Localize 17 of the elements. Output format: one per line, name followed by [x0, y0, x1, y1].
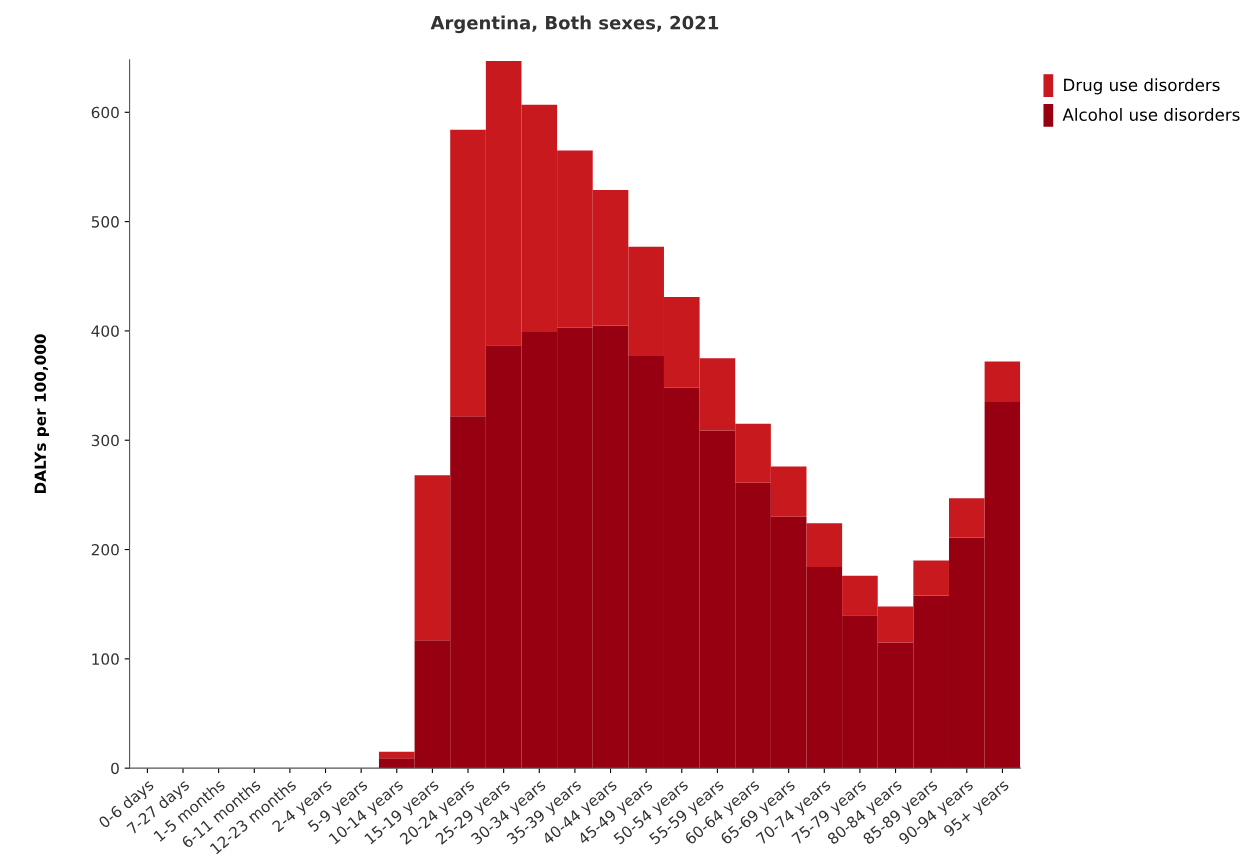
y-tick-label: 200 [91, 544, 119, 556]
bar [378, 751, 415, 759]
y-tick-label: 400 [91, 325, 119, 337]
bar [984, 361, 1021, 402]
chart-title: Argentina, Both sexes, 2021 [430, 15, 719, 34]
y-tick-label: 0 [111, 762, 119, 775]
y-axis-title: DALYs per 100,000 [34, 334, 50, 494]
legend-label: Alcohol use disorders [1062, 108, 1240, 121]
y-tick-label: 600 [91, 106, 119, 119]
y-tick-label: 300 [91, 434, 119, 447]
bar [806, 523, 843, 568]
legend-label: Drug use disorders [1064, 78, 1220, 95]
bar [948, 498, 985, 538]
bar [913, 560, 949, 596]
y-tick-label: 500 [91, 216, 119, 228]
y-tick-label: 100 [92, 653, 119, 665]
bar [414, 475, 451, 641]
